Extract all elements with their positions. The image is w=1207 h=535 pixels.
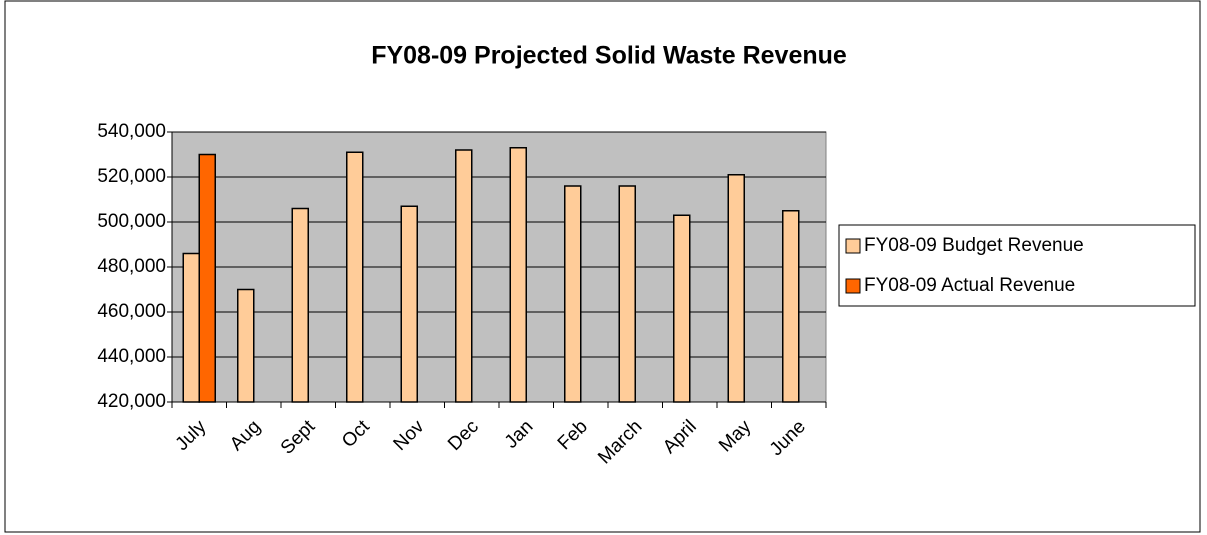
y-tick-label: 500,000: [97, 211, 166, 232]
y-tick-label: 520,000: [97, 166, 166, 187]
bar: [673, 214, 691, 403]
y-tick-label: 440,000: [97, 346, 166, 367]
legend-label: FY08-09 Actual Revenue: [864, 275, 1075, 296]
bar: [237, 288, 255, 403]
y-tick-label: 480,000: [97, 256, 166, 277]
y-tick-label: 460,000: [97, 301, 166, 322]
bar: [182, 252, 200, 403]
bar: [727, 174, 745, 403]
bar: [509, 147, 527, 403]
bar: [782, 210, 800, 403]
bar: [400, 205, 418, 403]
bar: [291, 207, 309, 403]
bar: [198, 153, 216, 403]
y-tick-label: 540,000: [97, 121, 166, 142]
bar: [455, 149, 473, 403]
bar: [618, 185, 636, 403]
bar: [346, 151, 364, 403]
legend-swatch: [845, 278, 861, 294]
legend-label: FY08-09 Budget Revenue: [864, 235, 1084, 256]
bar: [564, 185, 582, 403]
chart-title: FY08-09 Projected Solid Waste Revenue: [371, 42, 847, 70]
legend-box: [838, 224, 1196, 307]
y-tick-label: 420,000: [97, 391, 166, 412]
legend-swatch: [845, 238, 861, 254]
